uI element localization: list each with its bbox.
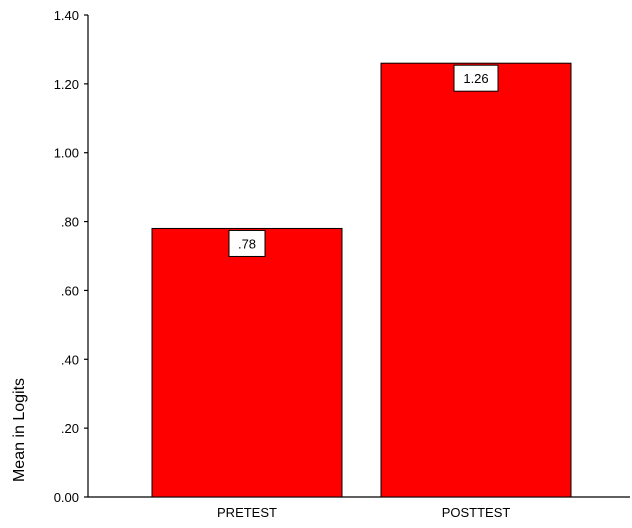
data-labels: .78 1.26 <box>228 64 499 257</box>
data-label: 1.26 <box>463 71 488 86</box>
y-tick-label: .80 <box>61 215 79 230</box>
axes: 0.00 .20 .40 .60 .80 1.00 1.20 1.40 PRETEST POSTT… <box>54 8 630 520</box>
y-tick-label: .20 <box>61 421 79 436</box>
y-tick-label: 1.00 <box>54 146 79 161</box>
y-tick-label: 1.20 <box>54 77 79 92</box>
y-tick-label: .40 <box>61 352 79 367</box>
data-label-box <box>228 229 266 257</box>
y-tick-label: .60 <box>61 283 79 298</box>
bars <box>151 62 572 498</box>
data-label: .78 <box>238 236 256 251</box>
y-tick-label: 1.40 <box>54 8 79 23</box>
bar-posttest <box>380 62 572 498</box>
y-tick-label: 0.00 <box>54 490 79 505</box>
x-tick-label: POSTTEST <box>442 505 511 520</box>
bar-pretest <box>151 227 343 498</box>
x-tick-label: PRETEST <box>217 505 277 520</box>
y-axis-title: Mean in Logits <box>11 378 28 482</box>
data-label-box <box>453 64 499 92</box>
